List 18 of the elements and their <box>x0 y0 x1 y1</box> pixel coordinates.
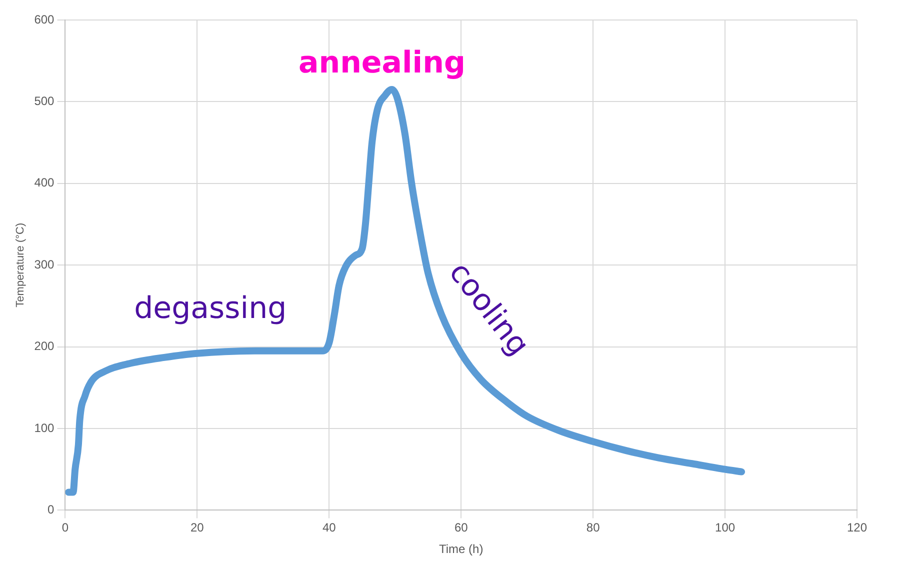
y-tick-label: 100 <box>34 420 55 435</box>
annotation: annealing <box>298 46 466 81</box>
x-tick-label: 120 <box>846 520 868 535</box>
y-axis-title: Temperature (°C) <box>14 222 27 308</box>
y-tick-label: 200 <box>34 339 55 354</box>
y-tick-label: 0 <box>48 502 55 517</box>
x-tick-label: 20 <box>190 520 204 535</box>
x-tick-label: 60 <box>454 520 468 535</box>
y-tick-label: 500 <box>34 94 55 108</box>
y-tick-label: 600 <box>34 12 55 26</box>
x-tick-label: 80 <box>586 520 600 535</box>
x-tick-label: 40 <box>322 520 336 535</box>
x-tick-label: 0 <box>62 520 69 535</box>
x-tick-label: 100 <box>715 520 736 535</box>
annotation: degassing <box>134 290 287 326</box>
y-tick-label: 400 <box>34 176 55 190</box>
x-axis-title: Time (h) <box>438 542 484 556</box>
y-tick-label: 300 <box>34 257 55 272</box>
